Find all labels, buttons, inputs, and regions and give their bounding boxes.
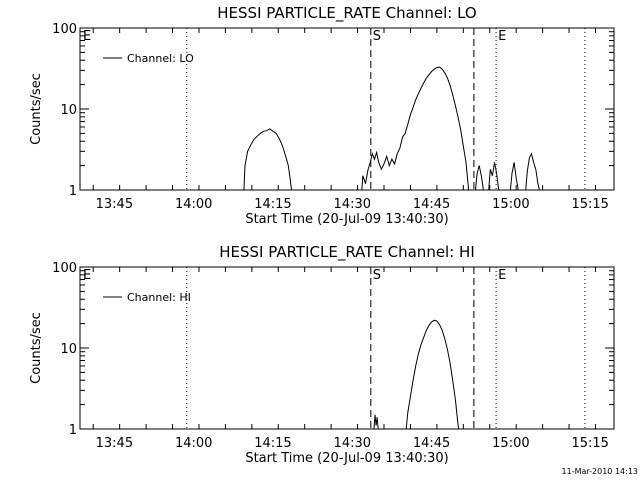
lo-x-axis-label: Start Time (20-Jul-09 13:40:30) [245, 212, 448, 227]
hi-marker-label: E [83, 268, 91, 283]
lo-x-tick-label: 14:30 [334, 197, 371, 212]
hi-x-tick-label: 13:45 [96, 436, 133, 451]
hi-x-tick-label: 14:30 [334, 436, 371, 451]
lo-x-tick-label: 14:45 [413, 197, 450, 212]
lo-y-tick-label: 100 [52, 22, 77, 37]
lo-series-line [361, 66, 470, 191]
lo-series-line [475, 165, 484, 191]
lo-y-tick-label: 1 [69, 184, 77, 199]
lo-y-axis-label: Counts/sec [29, 73, 44, 145]
lo-chart-title: HESSI PARTICLE_RATE Channel: LO [217, 4, 476, 23]
hi-marker-label: S [373, 268, 381, 283]
lo-series-line [488, 162, 500, 191]
hi-x-tick-label: 15:00 [492, 436, 529, 451]
hi-chart-title: HESSI PARTICLE_RATE Channel: HI [219, 243, 475, 262]
plot-timestamp: 11-Mar-2010 14:13 [562, 467, 639, 476]
hi-x-tick-label: 14:00 [175, 436, 212, 451]
hi-x-tick-label: 14:45 [413, 436, 450, 451]
lo-x-tick-label: 14:15 [254, 197, 291, 212]
hi-series-line [405, 319, 460, 430]
hi-y-tick-label: 10 [60, 342, 77, 357]
lo-series-line [509, 162, 519, 191]
lo-marker-label: E [498, 29, 506, 44]
hi-x-axis-label: Start Time (20-Jul-09 13:40:30) [245, 451, 448, 466]
lo-x-tick-label: 15:00 [492, 197, 529, 212]
hi-x-tick-label: 14:15 [254, 436, 291, 451]
lo-series-line [525, 152, 540, 191]
hi-y-tick-label: 100 [52, 261, 77, 276]
lo-marker-label: E [83, 29, 91, 44]
lo-x-tick-label: 15:15 [571, 197, 608, 212]
hi-marker-label: E [498, 268, 506, 283]
lo-legend-label: Channel: LO [127, 52, 194, 65]
hi-y-axis-label: Counts/sec [29, 312, 44, 384]
lo-y-tick-label: 10 [60, 103, 77, 118]
lo-x-tick-label: 14:00 [175, 197, 212, 212]
lo-series-line [243, 128, 292, 191]
hi-legend-label: Channel: HI [127, 291, 191, 304]
hi-x-tick-label: 15:15 [571, 436, 608, 451]
lo-marker-label: S [373, 29, 381, 44]
lo-x-tick-label: 13:45 [96, 197, 133, 212]
hi-series-line [373, 414, 379, 430]
hi-y-tick-label: 1 [69, 423, 77, 438]
